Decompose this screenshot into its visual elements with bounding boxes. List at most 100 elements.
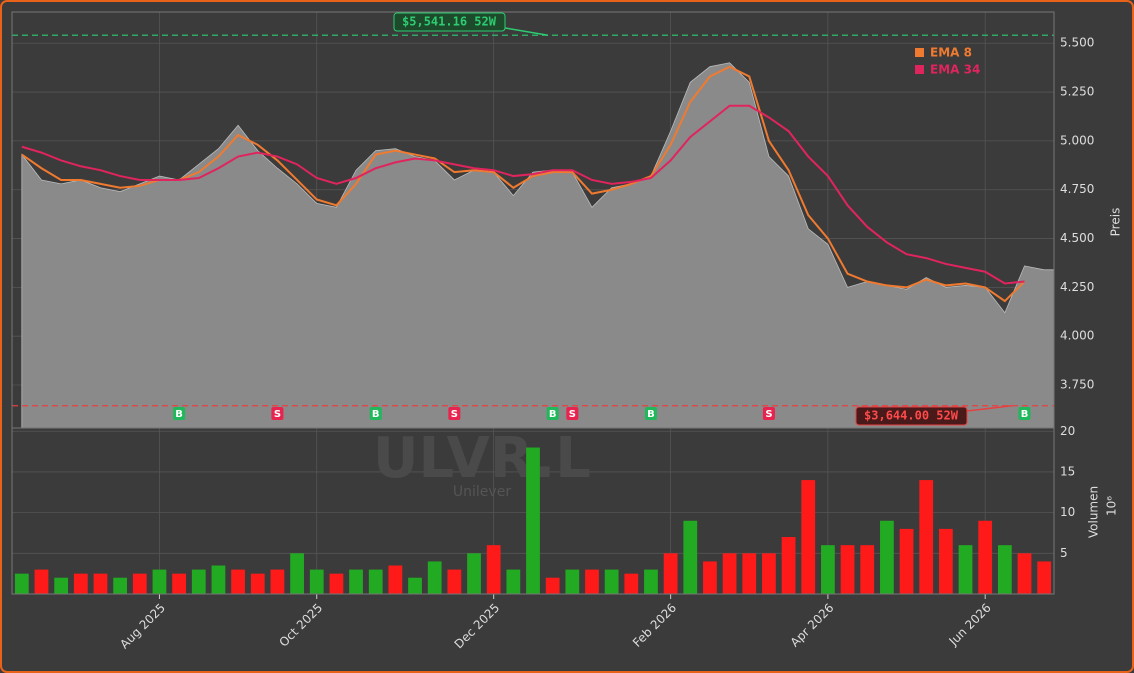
y-tick-label: 20	[1060, 424, 1075, 438]
volume-bar	[860, 545, 875, 594]
y-tick-label: 3.750	[1060, 378, 1094, 392]
volume-bar	[821, 545, 835, 594]
volume-bar	[211, 565, 226, 594]
volume-bar	[880, 520, 894, 594]
ema-line	[21, 65, 1026, 303]
volume-bar	[604, 569, 619, 594]
volume-bar	[467, 553, 481, 594]
signal-box	[644, 407, 657, 420]
watermark-sub: Unilever	[453, 484, 511, 500]
volume-bar	[427, 561, 442, 594]
legend-label: EMA 34	[930, 63, 980, 77]
low-box	[855, 406, 968, 426]
volume-bar	[545, 577, 560, 594]
high-box	[393, 12, 506, 32]
volume-bar	[703, 561, 717, 594]
volume-bar	[1017, 553, 1032, 594]
y-tick-label: 4.250	[1060, 280, 1094, 294]
plot-frame	[11, 427, 1055, 595]
signal-box	[448, 407, 461, 420]
y-tick-label: 5.000	[1060, 133, 1094, 147]
y-tick-label: 10	[1060, 505, 1075, 519]
y-tick-label: 5.250	[1060, 85, 1094, 99]
signal-box	[1018, 407, 1031, 420]
volume-bar	[526, 447, 540, 594]
volume-bar	[565, 569, 580, 594]
y-tick-label: 5.500	[1060, 36, 1094, 50]
volume-bar	[73, 573, 88, 594]
volume-bar	[663, 553, 678, 594]
arrow	[966, 404, 1013, 412]
volume-bar	[585, 569, 599, 594]
signal-box	[369, 407, 382, 420]
ema-line	[21, 104, 1025, 285]
y-offset-label: 10⁶	[1105, 496, 1119, 516]
signal-box	[762, 407, 775, 420]
volume-bar	[368, 569, 383, 594]
volume-bar	[113, 577, 128, 594]
signal-label: S	[569, 409, 576, 420]
volume-bar	[978, 520, 993, 594]
volume-bar	[34, 569, 49, 594]
volume-bar	[172, 573, 186, 594]
signal-label: B	[549, 409, 557, 420]
volume-bar	[781, 537, 796, 594]
volume-bar	[722, 553, 737, 594]
y-tick-label: 4.000	[1060, 329, 1094, 343]
signal-label: S	[765, 409, 772, 420]
volume-bar	[840, 545, 855, 594]
y-axis-label: Preis	[1109, 208, 1123, 237]
volume-bar	[447, 569, 462, 594]
volume-bar	[14, 573, 29, 594]
volume-bar	[958, 545, 973, 594]
arrow	[504, 27, 549, 36]
volume-bar	[919, 480, 934, 594]
volume-bar	[231, 569, 245, 594]
signal-box	[566, 407, 579, 420]
volume-bar	[899, 528, 914, 594]
volume-bar	[1037, 561, 1052, 594]
low-label: $3,644.00 52W	[864, 409, 959, 423]
volume-bar	[997, 545, 1012, 594]
volume-bar	[54, 577, 69, 594]
volume-bar	[349, 569, 363, 594]
volume-bar	[506, 569, 521, 594]
volume-bar	[191, 569, 206, 594]
volume-bar	[93, 573, 108, 594]
y-tick-label: 5	[1060, 546, 1068, 560]
volume-bar	[329, 573, 344, 594]
y-tick-label: 4.750	[1060, 182, 1094, 196]
volume-bar	[250, 573, 265, 594]
signal-label: S	[451, 409, 458, 420]
volume-bar	[683, 520, 698, 594]
volume-bar	[408, 577, 422, 594]
volume-bar	[742, 553, 757, 594]
signal-label: B	[647, 409, 655, 420]
volume-bar	[388, 565, 403, 594]
volume-bar	[486, 545, 501, 594]
y-tick-label: 15	[1060, 464, 1075, 478]
y-axis-label: Volumen	[1087, 486, 1101, 538]
signal-label: B	[175, 409, 183, 420]
signal-label: B	[372, 409, 380, 420]
legend-swatch	[915, 48, 924, 57]
volume-bar	[762, 553, 776, 594]
volume-bar	[270, 569, 285, 594]
volume-bar	[624, 573, 639, 594]
y-tick-label: 4.500	[1060, 231, 1094, 245]
signal-label: S	[274, 409, 281, 420]
signal-label: B	[1021, 409, 1029, 420]
legend-swatch	[915, 65, 924, 74]
volume-bar	[938, 528, 953, 594]
volume-bar	[290, 553, 304, 594]
legend-label: EMA 8	[930, 46, 972, 60]
volume-bar	[132, 573, 147, 594]
volume-bar	[309, 569, 324, 594]
watermark: ULVR.L	[373, 426, 591, 491]
volume-bar	[152, 569, 167, 594]
signal-box	[173, 407, 186, 420]
high-label: $5,541.16 52W	[402, 15, 497, 29]
volume-bar	[644, 569, 658, 594]
volume-bar	[801, 480, 816, 594]
